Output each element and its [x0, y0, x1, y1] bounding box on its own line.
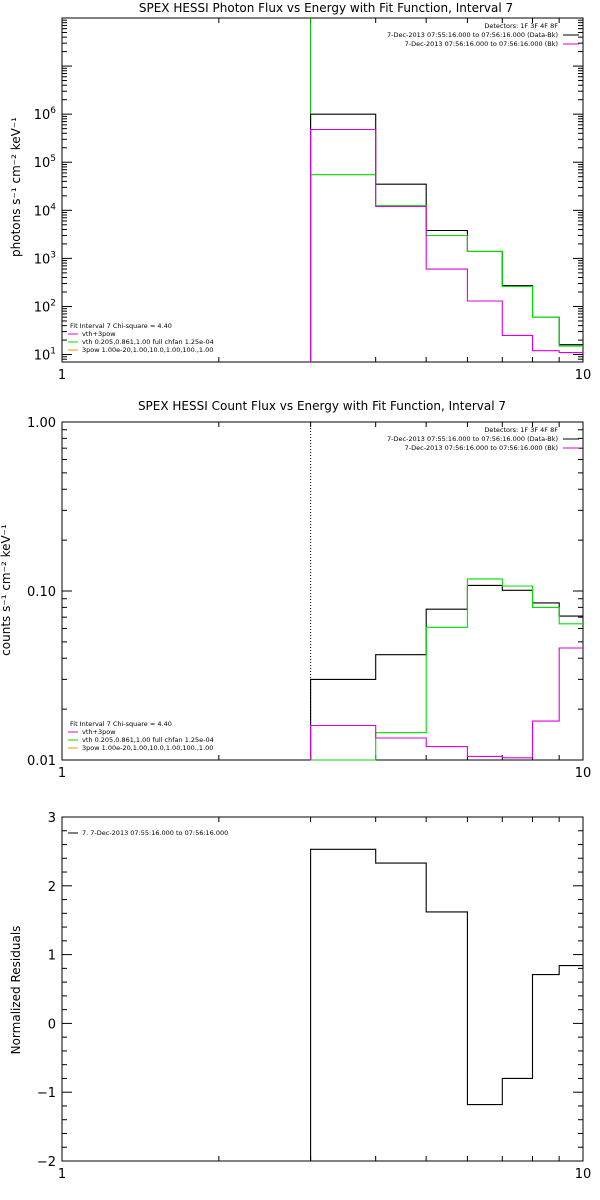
x-tick-label: 10 — [575, 368, 592, 383]
x-tick-label: 1 — [58, 368, 66, 383]
y-tick-label: 0.10 — [27, 585, 56, 600]
x-tick-label: 10 — [575, 1167, 592, 1182]
legend-text: 3pow 1.00e-20,1.00,10.0,1.00,100.,1.00 — [82, 744, 213, 752]
legend-text: 7. 7-Dec-2013 07:55:16.000 to 07:56:16.0… — [82, 829, 228, 837]
legend-text: vth+3pow — [82, 330, 116, 338]
y-tick-label: −2 — [37, 1155, 56, 1170]
legend-text: vth 0.205,0.861,1.00 full chfan 1.25e-04 — [82, 736, 214, 744]
count-flux-y-axis-label: counts s⁻¹ cm⁻² keV⁻¹ — [0, 524, 13, 656]
legend-text: vth 0.205,0.861,1.00 full chfan 1.25e-04 — [82, 338, 214, 346]
y-tick-label: 2 — [48, 880, 56, 895]
residuals-y-axis-label: Normalized Residuals — [9, 926, 23, 1055]
legend-text: 7-Dec-2013 07:55:16.000 to 07:56:16.000 … — [387, 31, 558, 39]
figure-background — [0, 0, 600, 1200]
x-tick-label: 1 — [58, 766, 66, 781]
photon-flux-title: SPEX HESSI Photon Flux vs Energy with Fi… — [139, 1, 513, 15]
y-tick-label: 0.01 — [27, 754, 56, 769]
count-flux-title: SPEX HESSI Count Flux vs Energy with Fit… — [138, 399, 506, 413]
legend-text: Detectors: 1F 3F 4F 8F — [484, 22, 558, 30]
legend-text: Detectors: 1F 3F 4F 8F — [484, 426, 558, 434]
legend-text: Fit Interval 7 Chi-square = 4.40 — [70, 720, 172, 728]
legend-text: 7-Dec-2013 07:56:16.000 to 07:56:16.000 … — [405, 40, 558, 48]
y-tick-label: 0 — [48, 1017, 56, 1032]
spex-figure: SPEX HESSI Photon Flux vs Energy with Fi… — [0, 0, 600, 1200]
x-tick-label: 1 — [58, 1167, 66, 1182]
y-tick-label: −1 — [37, 1086, 56, 1101]
y-tick-label: 1 — [48, 949, 56, 964]
photon-flux-y-axis-label: photons s⁻¹ cm⁻² keV⁻¹ — [9, 117, 23, 257]
legend-text: 7-Dec-2013 07:55:16.000 to 07:56:16.000 … — [387, 435, 558, 443]
legend-text: 3pow 1.00e-20,1.00,10.0,1.00,100.,1.00 — [82, 346, 213, 354]
legend-text: 7-Dec-2013 07:56:16.000 to 07:56:16.000 … — [405, 444, 558, 452]
y-tick-label: 3 — [48, 811, 56, 826]
y-tick-label: 1.00 — [27, 416, 56, 431]
legend-text: Fit Interval 7 Chi-square = 4.40 — [70, 322, 172, 330]
x-tick-label: 10 — [575, 766, 592, 781]
legend-text: vth+3pow — [82, 728, 116, 736]
